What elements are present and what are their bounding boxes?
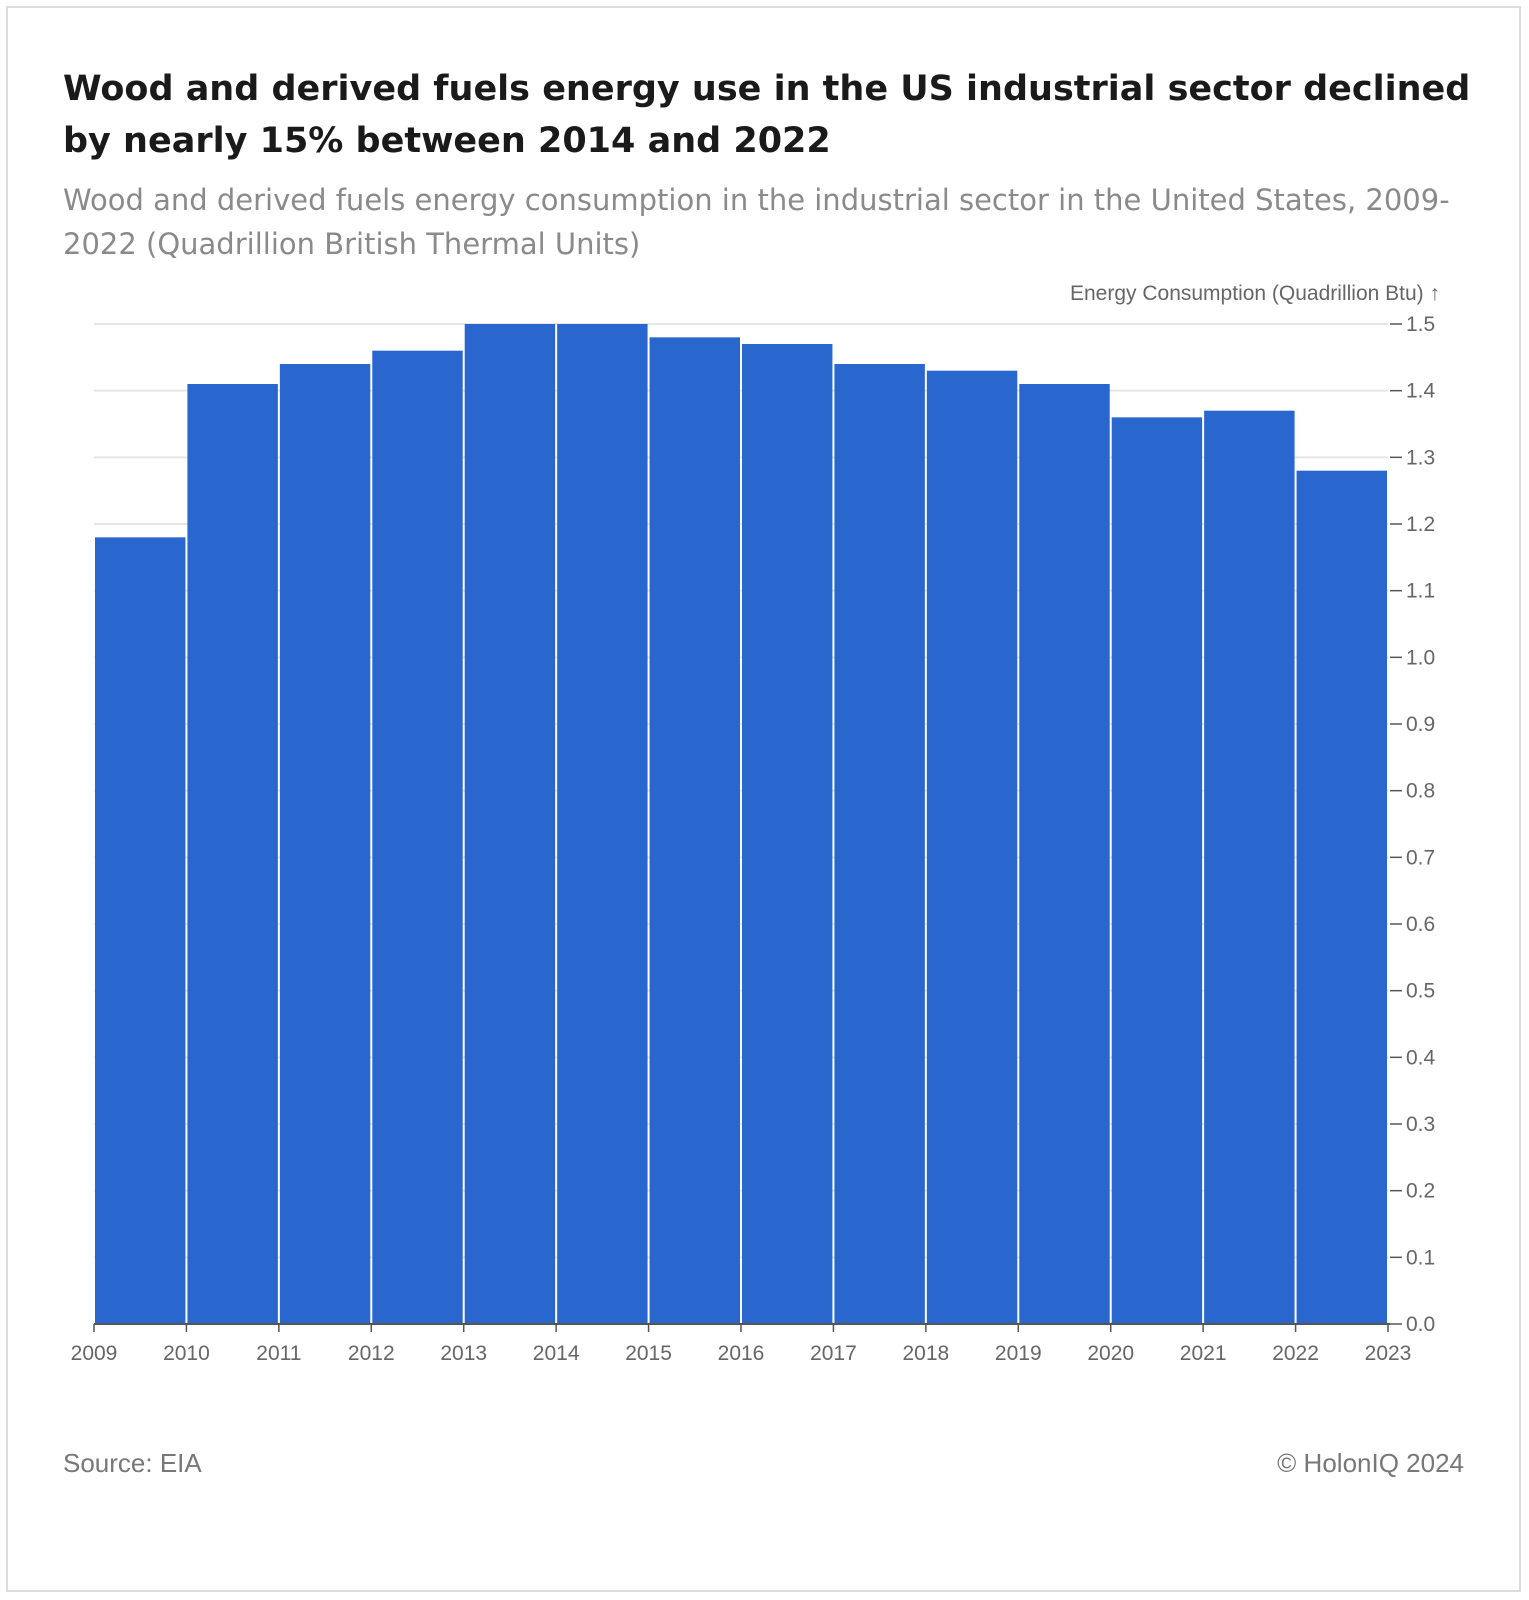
y-tick-label: 1.5 <box>1406 313 1435 336</box>
y-tick-label: 0.0 <box>1406 1313 1435 1336</box>
y-tick-label: 0.7 <box>1406 846 1435 869</box>
bar <box>1111 417 1203 1324</box>
y-tick-label: 0.8 <box>1406 780 1435 803</box>
x-tick-label: 2011 <box>256 1342 301 1365</box>
bar <box>1296 470 1387 1324</box>
x-tick-label: 2012 <box>348 1342 395 1365</box>
bar <box>834 364 925 1324</box>
x-tick-label: 2023 <box>1365 1342 1412 1365</box>
y-tick-label: 0.2 <box>1406 1180 1435 1203</box>
chart-card: Wood and derived fuels energy use in the… <box>6 6 1521 1592</box>
y-tick-label: 0.3 <box>1406 1113 1435 1136</box>
bar <box>742 344 833 1324</box>
source-note: Source: EIA <box>63 1448 202 1478</box>
bar <box>372 350 463 1325</box>
axes: 0.0 0.1 0.2 0.3 0.4 0.5 0.6 0.7 0.8 0.9 1.0 1.1 1.2 1… <box>71 313 1436 1365</box>
x-tick-label: 2009 <box>71 1342 118 1365</box>
y-tick-label: 1.3 <box>1406 446 1435 469</box>
y-axis-label: Energy Consumption (Quadrillion Btu) ↑ <box>1070 282 1440 305</box>
bar <box>1019 384 1110 1324</box>
copyright-note: © HolonIQ 2024 <box>1277 1448 1464 1478</box>
bar <box>279 364 371 1324</box>
bar <box>95 537 186 1324</box>
bar <box>649 337 740 1324</box>
x-tick-label: 2016 <box>718 1342 765 1365</box>
y-tick-label: 0.1 <box>1406 1246 1435 1269</box>
x-tick-label: 2017 <box>810 1342 857 1365</box>
bar-chart: 0.0 0.1 0.2 0.3 0.4 0.5 0.6 0.7 0.8 0.9 1.0 1.1 1.2 1… <box>71 282 1440 1365</box>
bar <box>926 370 1018 1325</box>
y-tick-label: 1.4 <box>1406 380 1436 403</box>
y-tick-label: 0.5 <box>1406 980 1435 1003</box>
bar <box>187 384 278 1324</box>
x-tick-label: 2013 <box>440 1342 487 1365</box>
y-tick-label: 0.4 <box>1406 1046 1436 1069</box>
x-tick-label: 2018 <box>902 1342 949 1365</box>
y-tick-label: 1.2 <box>1406 513 1435 536</box>
bar <box>464 324 556 1324</box>
x-tick-label: 2021 <box>1180 1342 1227 1365</box>
x-tick-label: 2019 <box>995 1342 1042 1365</box>
y-tick-label: 1.1 <box>1406 580 1435 603</box>
y-tick-label: 0.9 <box>1406 713 1435 736</box>
x-tick-label: 2020 <box>1087 1342 1134 1365</box>
y-tick-label: 1.0 <box>1406 646 1435 669</box>
x-tick-label: 2014 <box>533 1342 580 1365</box>
chart-subtitle: Wood and derived fuels energy consumptio… <box>63 183 1450 261</box>
chart-title: Wood and derived fuels energy use in the… <box>63 69 1471 161</box>
bar <box>1204 410 1295 1324</box>
x-tick-label: 2022 <box>1272 1342 1319 1365</box>
x-tick-label: 2015 <box>625 1342 672 1365</box>
y-tick-label: 0.6 <box>1406 913 1435 936</box>
bars <box>95 324 1387 1325</box>
bar <box>557 324 648 1324</box>
x-tick-label: 2010 <box>163 1342 210 1365</box>
